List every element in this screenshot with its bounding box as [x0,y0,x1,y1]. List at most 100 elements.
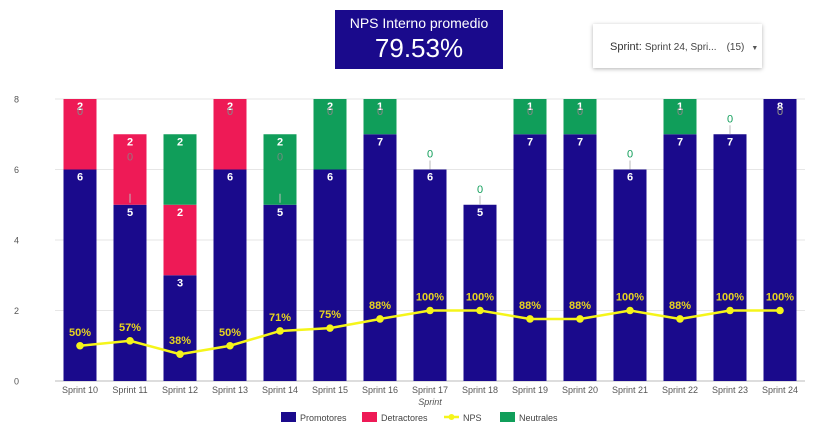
scorecard-value: 79.53% [374,33,464,63]
data-label: 8 [777,101,783,113]
y-tick-label: 2 [14,306,19,316]
data-label: 2 [177,136,183,148]
x-axis-title: Sprint [418,397,442,407]
nps-data-label: 88% [669,300,691,312]
data-label: 3 [177,277,183,289]
nps-data-label: 100% [616,292,644,304]
data-label: 5 [277,207,283,219]
nps-data-label: 100% [766,292,794,304]
nps-data-label: 88% [569,300,591,312]
nps-data-label: 50% [69,327,91,339]
data-label: 2 [177,207,183,219]
data-label: 5 [477,207,483,219]
nps-data-label: 71% [269,312,291,324]
data-label: 1 [527,101,533,113]
nps-point [76,341,84,350]
y-tick-label: 4 [14,236,19,246]
x-tick-label: Sprint 18 [462,385,498,395]
data-label: 6 [627,172,633,184]
bar-promotores [613,169,647,381]
bar-promotores [413,169,447,381]
x-tick-label: Sprint 11 [112,385,147,395]
x-tick-label: Sprint 14 [262,385,298,395]
bar-neutrales [663,99,697,135]
legend-swatch [362,412,377,422]
nps-data-label: 100% [466,292,494,304]
data-label: 7 [577,136,583,148]
nps-data-label: 50% [219,327,241,339]
bar-promotores [263,204,297,381]
zero-label: 0 [777,106,783,118]
bar-promotores [763,99,797,381]
nps-point [676,315,684,323]
x-tick-label: Sprint 12 [162,385,198,395]
nps-point [576,315,584,323]
filter-label: Sprint [610,41,639,53]
bar-promotores [563,134,597,381]
data-label: 6 [327,172,333,184]
data-label: 7 [677,136,683,148]
legend-swatch [281,412,296,422]
nps-point [526,315,534,323]
zero-label: 0 [227,106,233,118]
x-tick-label: Sprint 24 [762,385,798,395]
nps-point [776,306,784,315]
data-label: 2 [77,101,83,113]
legend-label: NPS [463,413,482,423]
filter-count: (15) [726,42,745,53]
zero-label: 0 [377,106,383,118]
zero-label: 0 [627,149,633,161]
bar-promotores [163,275,197,381]
y-tick-label: 0 [14,377,19,387]
data-label: 6 [227,172,233,184]
bar-neutrales [513,99,547,135]
nps-point [376,315,384,323]
bar-neutrales [363,99,397,135]
data-label: 6 [77,172,83,184]
nps-data-label: 100% [716,292,744,304]
legend-marker [448,414,455,420]
nps-point [276,327,284,335]
nps-point [126,337,134,345]
zero-label: 0 [477,184,483,196]
nps-point [626,306,634,315]
data-label: 2 [227,101,233,113]
nps-data-label: 57% [119,322,141,334]
zero-label: 0 [127,151,133,163]
zero-label: 0 [677,106,683,118]
nps-data-label: 75% [319,309,341,321]
x-tick-label: Sprint 10 [62,385,98,395]
x-tick-label: Sprint 15 [312,385,348,395]
sprint-filter-dropdown[interactable]: Sprint: Sprint 24, Spri... (15) ▼ [593,24,762,68]
zero-label: 0 [277,151,283,163]
bar-promotores [313,169,347,381]
data-label: 2 [127,136,133,148]
bar-neutrales [313,99,347,170]
data-label: 2 [277,136,283,148]
zero-label: 0 [77,106,83,118]
bar-promotores [113,204,147,381]
data-label: 7 [727,136,733,148]
data-label: 1 [377,101,383,113]
zero-label: 0 [577,106,583,118]
bar-neutrales [563,99,597,135]
legend-label: Promotores [300,413,347,423]
x-tick-label: Sprint 23 [712,385,748,395]
nps-data-label: 100% [416,292,444,304]
bar-detractores [63,99,97,170]
bar-promotores [663,134,697,381]
nps-point [176,350,184,359]
x-tick-label: Sprint 21 [612,385,648,395]
x-tick-label: Sprint 16 [362,385,398,395]
y-tick-label: 6 [14,165,19,175]
x-tick-label: Sprint 19 [512,385,548,395]
zero-label: 0 [777,106,783,118]
legend-label: Detractores [381,413,428,423]
bar-promotores [463,204,497,381]
bar-promotores [513,134,547,381]
legend-swatch [500,412,515,422]
scorecard-title: NPS Interno promedio [349,15,489,31]
data-label: 7 [527,136,533,148]
nps-point [426,306,434,315]
